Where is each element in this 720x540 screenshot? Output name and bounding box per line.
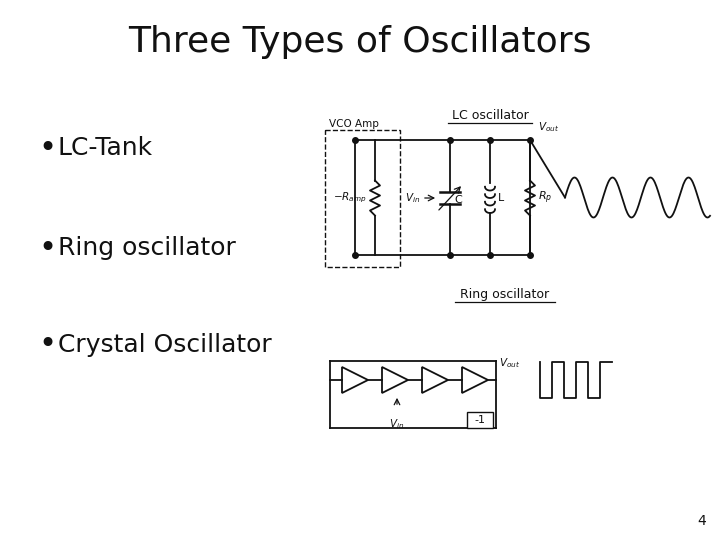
Text: LC-Tank: LC-Tank (58, 136, 153, 160)
Text: Ring oscillator: Ring oscillator (58, 236, 236, 260)
Text: Crystal Oscillator: Crystal Oscillator (58, 333, 271, 357)
Bar (467, 412, 493, 428)
Text: L: L (498, 193, 504, 203)
Text: Three Types of Oscillators: Three Types of Oscillators (128, 25, 592, 59)
Text: Ring oscillator: Ring oscillator (460, 288, 549, 301)
Text: C: C (454, 195, 462, 205)
Text: $R_p$: $R_p$ (538, 190, 552, 206)
Text: $V_{in}$: $V_{in}$ (405, 191, 420, 205)
Text: •: • (38, 233, 56, 262)
Text: $V_{out}$: $V_{out}$ (499, 356, 521, 370)
Text: •: • (38, 330, 56, 360)
Text: $V_{out}$: $V_{out}$ (538, 120, 559, 134)
Text: 4: 4 (697, 514, 706, 528)
Bar (325, 130, 400, 267)
Text: $-R_{amp}$: $-R_{amp}$ (333, 191, 367, 205)
Text: $V_{in}$: $V_{in}$ (390, 417, 405, 431)
Text: VCO Amp: VCO Amp (329, 119, 379, 129)
Text: •: • (38, 133, 56, 163)
Text: LC oscillator: LC oscillator (451, 109, 528, 122)
Text: -1: -1 (474, 415, 485, 425)
